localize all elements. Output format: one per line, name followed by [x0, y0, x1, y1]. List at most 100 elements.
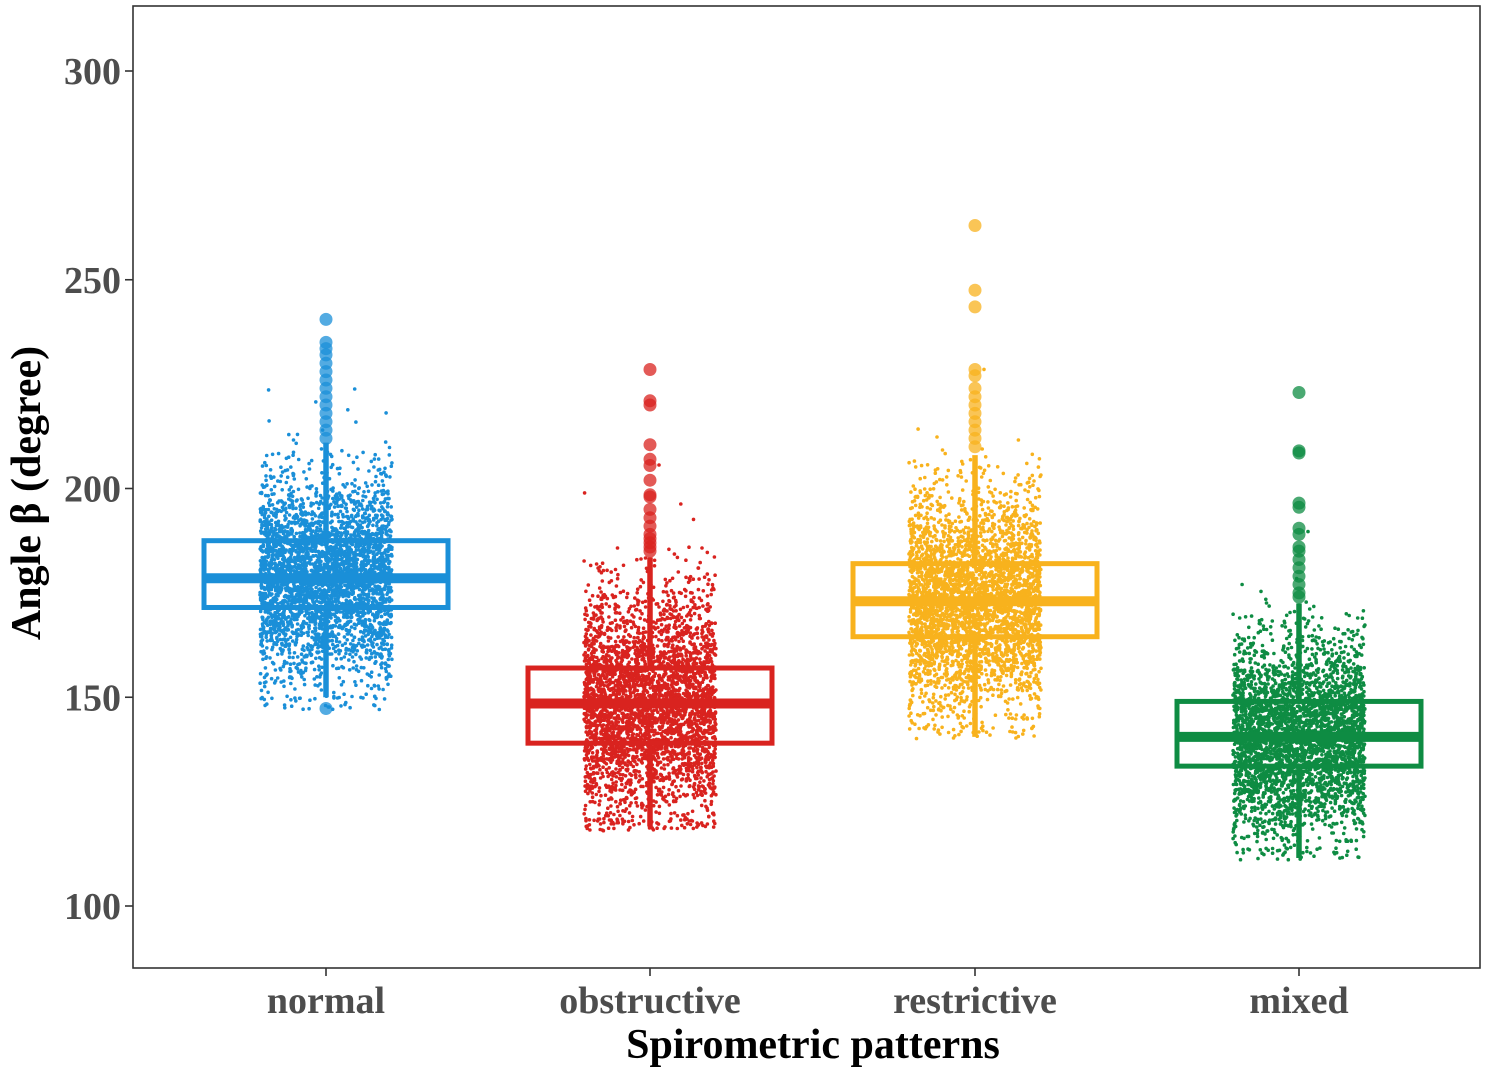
- jitter-point: [287, 497, 291, 501]
- jitter-point: [300, 498, 305, 502]
- jitter-point: [620, 817, 625, 821]
- jitter-point: [655, 826, 659, 830]
- jitter-point: [277, 508, 282, 513]
- jitter-point: [325, 555, 330, 560]
- jitter-point: [662, 763, 666, 767]
- jitter-point: [350, 481, 354, 486]
- jitter-point: [383, 647, 388, 651]
- jitter-point: [342, 561, 347, 565]
- jitter-point: [372, 465, 376, 469]
- jitter-point: [371, 641, 375, 645]
- jitter-point: [310, 543, 315, 547]
- jitter-point: [383, 612, 388, 616]
- jitter-point: [272, 543, 276, 547]
- jitter-point: [291, 450, 296, 455]
- jitter-point: [280, 652, 284, 656]
- jitter-point: [687, 576, 692, 581]
- jitter-point: [381, 488, 386, 493]
- jitter-point: [287, 488, 292, 492]
- jitter-point: [367, 534, 371, 538]
- jitter-point: [609, 777, 614, 782]
- jitter-point: [351, 559, 355, 563]
- jitter-point: [360, 525, 364, 530]
- jitter-point: [288, 675, 292, 679]
- jitter-point: [269, 560, 274, 565]
- jitter-point: [382, 567, 387, 572]
- jitter-point: [389, 635, 394, 640]
- jitter-point: [318, 682, 322, 686]
- jitter-point: [372, 550, 376, 554]
- jitter-point: [312, 677, 317, 681]
- jitter-point: [270, 696, 274, 701]
- jitter-point: [278, 666, 282, 671]
- jitter-point: [258, 507, 263, 511]
- jitter-point: [372, 703, 376, 707]
- jitter-point: [326, 601, 330, 605]
- jitter-point: [307, 467, 312, 471]
- jitter-point: [345, 552, 349, 556]
- jitter-point: [614, 767, 618, 771]
- jitter-point: [632, 615, 636, 619]
- jitter-point: [293, 596, 297, 601]
- jitter-point: [289, 669, 293, 673]
- jitter-point: [345, 543, 349, 547]
- jitter-point: [586, 583, 591, 587]
- jitter-point: [270, 645, 275, 650]
- jitter-point: [385, 642, 390, 646]
- jitter-point: [659, 766, 664, 770]
- jitter-point: [299, 630, 304, 634]
- jitter-point: [268, 656, 272, 660]
- jitter-point: [378, 564, 383, 569]
- jitter-point: [335, 643, 340, 648]
- jitter-point: [380, 524, 384, 528]
- jitter-point: [389, 620, 393, 625]
- jitter-point: [260, 548, 264, 553]
- jitter-point: [261, 631, 266, 635]
- jitter-point: [289, 485, 293, 489]
- jitter-point: [304, 666, 308, 670]
- jitter-point: [334, 534, 339, 538]
- jitter-point: [638, 584, 643, 589]
- jitter-point: [663, 577, 668, 582]
- jitter-point: [585, 770, 590, 775]
- jitter-point: [268, 522, 272, 526]
- jitter-point: [261, 485, 266, 490]
- jitter-point: [280, 526, 284, 530]
- jitter-point: [345, 482, 349, 486]
- jitter-point: [294, 637, 299, 642]
- jitter-point: [337, 676, 342, 680]
- jitter-point: [299, 518, 304, 522]
- jitter-point: [333, 618, 338, 623]
- jitter-point: [292, 614, 296, 619]
- jitter-point: [314, 494, 318, 498]
- jitter-point: [315, 590, 320, 595]
- jitter-point: [318, 568, 323, 573]
- jitter-point: [279, 465, 283, 470]
- jitter-point: [290, 558, 294, 562]
- jitter-point: [315, 675, 319, 679]
- jitter-point: [363, 481, 368, 485]
- jitter-point: [302, 568, 307, 572]
- jitter-point: [625, 736, 630, 740]
- jitter-point: [360, 635, 365, 639]
- jitter-point: [283, 633, 288, 638]
- jitter-point: [282, 550, 287, 554]
- jitter-point: [361, 498, 365, 503]
- jitter-point: [697, 577, 701, 581]
- jitter-point: [310, 569, 315, 573]
- jitter-point: [373, 655, 378, 659]
- jitter-point: [306, 647, 310, 652]
- jitter-point: [389, 643, 394, 647]
- jitter-point: [386, 664, 390, 668]
- jitter-point: [338, 509, 343, 514]
- jitter-point: [361, 554, 366, 559]
- jitter-point: [378, 622, 382, 626]
- jitter-point: [270, 452, 275, 457]
- jitter-point: [294, 565, 298, 570]
- jitter-point: [269, 633, 274, 638]
- jitter-point: [279, 474, 284, 478]
- jitter-point: [383, 466, 387, 471]
- jitter-point: [345, 509, 349, 514]
- jitter-point: [353, 550, 357, 555]
